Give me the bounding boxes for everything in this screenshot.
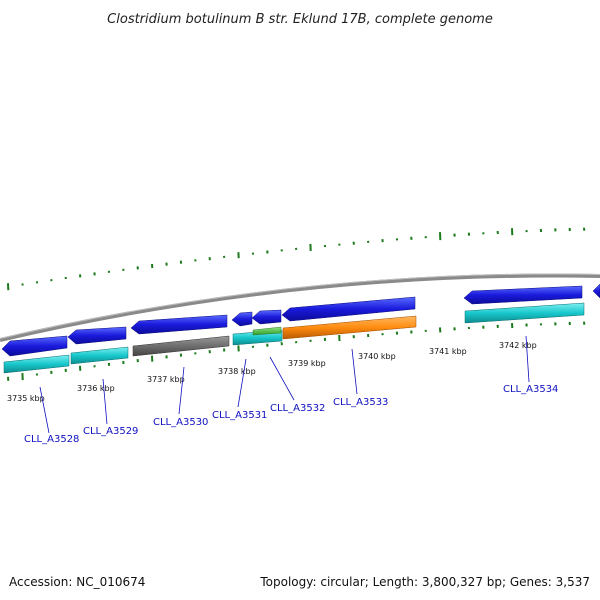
cds-arrow[interactable]	[592, 283, 600, 299]
genome-summary-text: Topology: circular; Length: 3,800,327 bp…	[259, 575, 590, 589]
gene-label[interactable]: CLL_A3532	[270, 403, 325, 414]
kbp-label: 3736 kbp	[77, 384, 115, 393]
gene-label[interactable]: CLL_A3529	[83, 426, 138, 437]
cds-arrow[interactable]	[231, 311, 253, 327]
cds-block[interactable]	[3, 354, 70, 374]
reverse-cds-track	[3, 302, 585, 374]
kbp-label: 3735 kbp	[7, 394, 45, 403]
cds-arrow[interactable]	[463, 285, 583, 305]
kbp-label: 3739 kbp	[288, 359, 326, 368]
accession-text: Accession: NC_010674	[9, 575, 145, 589]
gene-label[interactable]: CLL_A3528	[24, 434, 79, 445]
kbp-label: 3740 kbp	[358, 352, 396, 361]
kbp-label: 3741 kbp	[429, 347, 467, 356]
gene-label[interactable]: CLL_A3533	[333, 397, 388, 408]
gene-label[interactable]: CLL_A3531	[212, 410, 267, 421]
genome-backbone	[0, 273, 600, 342]
cds-arrow[interactable]	[130, 314, 228, 335]
cds-block[interactable]	[70, 346, 129, 365]
gene-labels: CLL_A3528 CLL_A3529 CLL_A3530 CLL_A3531 …	[24, 384, 558, 445]
cds-block[interactable]	[464, 302, 585, 324]
gc-skew-track-upper	[7, 227, 586, 291]
gene-label[interactable]: CLL_A3534	[503, 384, 558, 395]
rna-gene-block[interactable]	[282, 315, 417, 340]
map-title: Clostridium botulinum B str. Eklund 17B,…	[107, 12, 493, 27]
forward-cds-track	[1, 283, 600, 357]
pseudo-gene-block[interactable]	[132, 335, 230, 357]
cds-arrow[interactable]	[1, 335, 68, 357]
kbp-label: 3738 kbp	[218, 367, 256, 376]
kbp-ruler: 3735 kbp 3736 kbp 3737 kbp 3738 kbp 3739…	[7, 341, 537, 403]
kbp-label: 3742 kbp	[499, 341, 537, 350]
gene-leader-lines	[39, 335, 530, 434]
rna-gene-block[interactable]	[252, 326, 282, 336]
kbp-label: 3737 kbp	[147, 375, 185, 384]
cds-arrow[interactable]	[251, 309, 282, 325]
gc-skew-track-lower	[7, 321, 586, 381]
cds-arrow[interactable]	[67, 326, 127, 345]
gene-label[interactable]: CLL_A3530	[153, 417, 208, 428]
cds-arrow[interactable]	[281, 296, 416, 322]
